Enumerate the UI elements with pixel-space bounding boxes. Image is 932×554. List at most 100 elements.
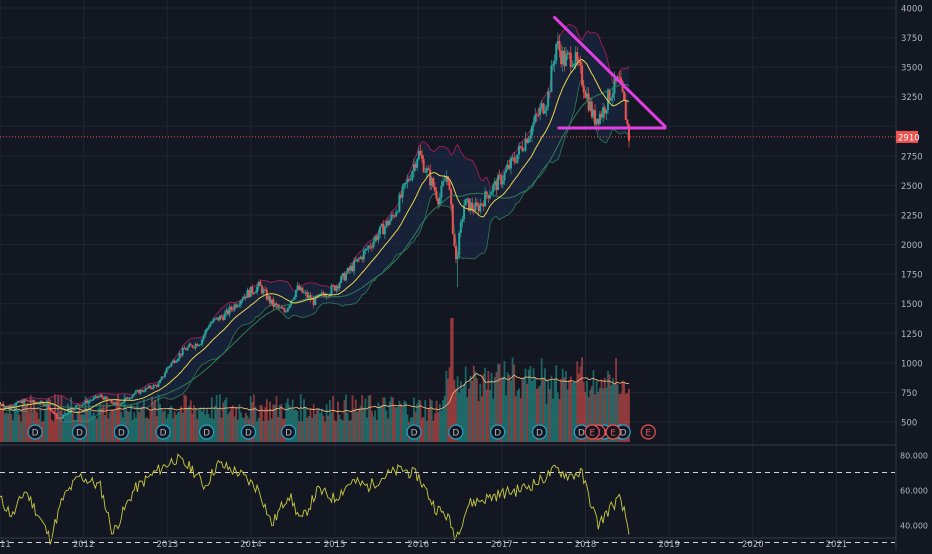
event-marker-label: D	[76, 429, 83, 439]
volume-bar	[157, 394, 160, 442]
volume-bar	[0, 402, 1, 442]
candle-body	[117, 403, 120, 406]
volume-bar	[252, 394, 255, 442]
candle-body	[228, 306, 231, 315]
candle-body	[199, 344, 202, 346]
volume-bar	[105, 399, 108, 442]
candle-body	[181, 348, 184, 356]
volume-bar	[10, 413, 13, 442]
candle-body	[573, 63, 576, 66]
candle-body	[487, 195, 490, 199]
candle-body	[125, 397, 128, 400]
candle-body	[430, 178, 433, 186]
volume-bar	[361, 395, 364, 442]
candle-body	[400, 194, 403, 198]
candle-body	[138, 390, 141, 394]
candle-body	[445, 175, 448, 181]
volume-bar	[251, 402, 254, 442]
volume-bar	[527, 369, 530, 442]
candle-body	[446, 175, 449, 183]
volume-bar	[611, 378, 614, 442]
volume-bar	[143, 399, 145, 442]
volume-bar	[39, 409, 42, 442]
candle-body	[20, 400, 23, 403]
candle-body	[252, 293, 255, 294]
volume-bar	[8, 408, 11, 442]
candle-body	[505, 169, 508, 173]
volume-bar	[320, 408, 323, 442]
volume-bar	[471, 380, 474, 442]
candle-body	[466, 198, 469, 200]
volume-bar	[479, 383, 482, 442]
volume-bar	[602, 388, 605, 442]
candle-body	[390, 214, 393, 221]
volume-bar	[172, 418, 174, 442]
candle-body	[154, 384, 157, 386]
candle-body	[79, 405, 82, 407]
volume-bar	[380, 405, 383, 442]
volume-bar	[550, 375, 553, 442]
volume-bar	[70, 397, 73, 442]
current-price-tag	[896, 130, 918, 143]
volume-bar	[298, 421, 301, 442]
volume-bar	[322, 415, 325, 442]
volume-bar	[553, 378, 556, 442]
volume-bar	[345, 394, 347, 442]
candle-body	[547, 91, 550, 107]
volume-bar	[577, 373, 580, 442]
volume-bar	[311, 417, 313, 442]
candle-body	[34, 402, 37, 404]
volume-bar	[519, 398, 522, 442]
candle-body	[299, 287, 302, 291]
candle-body	[584, 92, 587, 98]
volume-bar	[605, 387, 608, 442]
candle-body	[476, 202, 479, 206]
candle-body	[53, 413, 56, 415]
volume-bar	[238, 403, 241, 442]
event-marker-label: E	[589, 429, 595, 439]
volume-bar	[568, 379, 571, 442]
volume-bar	[227, 414, 229, 442]
candle-body	[618, 76, 621, 78]
volume-bar	[215, 395, 218, 442]
time-tick-label: 2012	[73, 540, 95, 550]
volume-bar	[202, 407, 205, 442]
volume-bar	[523, 377, 525, 442]
volume-bar	[306, 417, 309, 442]
volume-bar	[472, 365, 475, 442]
event-markers: DDDDDDDDDDDDDDDEEEE	[27, 424, 656, 440]
candle-body	[424, 172, 427, 173]
volume-bar	[437, 412, 440, 442]
volume-bar	[222, 402, 225, 442]
volume-bar	[573, 381, 575, 442]
candle-body	[302, 292, 305, 294]
candle-body	[194, 343, 197, 348]
candle-body	[134, 391, 137, 394]
candle-body	[566, 52, 569, 55]
volume-bar	[100, 407, 103, 442]
candle-body	[212, 319, 215, 323]
event-marker-d	[113, 424, 129, 440]
price-tick-label: 3750	[901, 34, 923, 44]
candle-body	[150, 388, 153, 389]
candle-body	[598, 113, 601, 124]
candle-body	[555, 43, 558, 61]
price-tick-label: 2250	[901, 212, 923, 222]
volume-bar	[576, 361, 579, 442]
volume-bar	[110, 409, 113, 442]
volume-bar	[377, 402, 380, 442]
candle-body	[422, 158, 425, 173]
volume-bar	[144, 418, 147, 442]
candle-body	[304, 292, 307, 294]
candle-body	[453, 233, 456, 246]
volume-bar	[544, 368, 546, 442]
volume-bar	[571, 382, 574, 442]
candle-body	[283, 308, 286, 312]
volume-bar	[349, 420, 352, 442]
volume-bar	[33, 402, 35, 442]
volume-bar	[510, 380, 512, 442]
candle-body	[380, 224, 383, 227]
candle-body	[296, 285, 299, 291]
